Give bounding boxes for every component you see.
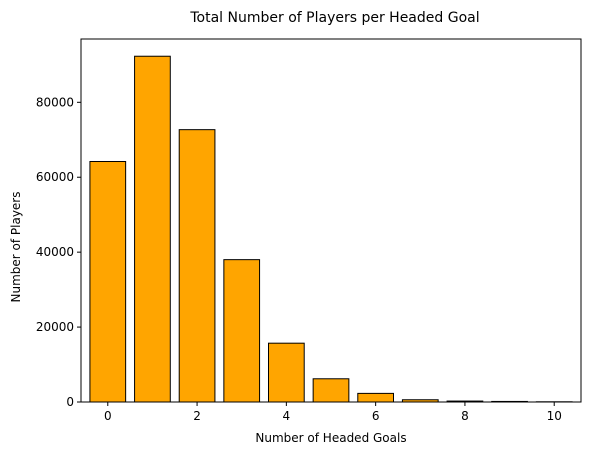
bar-4: [268, 342, 305, 403]
x-axis-ticks: 0 2 4 6 8 10: [104, 402, 562, 423]
x-tick-label: 0: [104, 409, 112, 423]
plot-frame: [80, 38, 582, 403]
bar-5: [312, 378, 350, 403]
x-tick-label: 4: [283, 409, 291, 423]
y-tick-label: 0: [66, 395, 74, 409]
x-tick-label: 10: [547, 409, 562, 423]
bar-1: [134, 55, 171, 403]
y-tick-label: 20000: [36, 320, 74, 334]
bar-0: [89, 160, 127, 403]
x-tick-label: 6: [372, 409, 380, 423]
y-axis-ticks: 0 20000 40000 60000 80000: [36, 95, 81, 409]
bar-2: [178, 129, 216, 403]
y-axis-label: Number of Players: [9, 192, 23, 303]
y-tick-label: 40000: [36, 245, 74, 259]
y-tick-label: 60000: [36, 170, 74, 184]
bars-group: [89, 55, 573, 403]
bar-3: [223, 259, 261, 403]
bar-6: [357, 392, 394, 403]
chart-title: Total Number of Players per Headed Goal: [189, 10, 479, 26]
x-axis-label: Number of Headed Goals: [255, 431, 406, 445]
x-tick-label: 8: [461, 409, 469, 423]
x-tick-label: 2: [193, 409, 201, 423]
y-tick-label: 80000: [36, 95, 74, 109]
